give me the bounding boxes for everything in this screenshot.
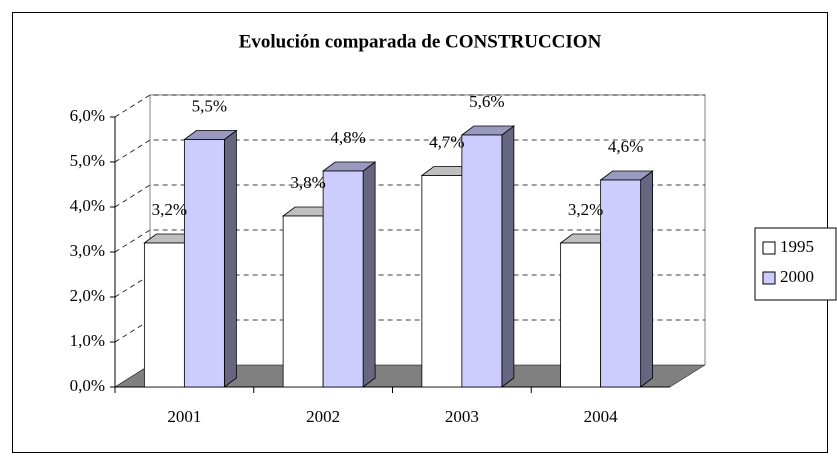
value-label: 3,8% <box>290 173 325 192</box>
x-tick-label: 2001 <box>167 407 201 426</box>
bar-side <box>223 129 237 388</box>
value-label: 4,8% <box>330 128 365 147</box>
y-tick-label: 5,0% <box>70 151 105 170</box>
bar <box>599 170 654 388</box>
bar <box>321 161 377 388</box>
grid-line <box>114 139 705 163</box>
bar-front <box>282 215 324 388</box>
grid-line <box>114 184 705 208</box>
bar-front <box>461 134 503 388</box>
legend-swatch <box>762 271 776 285</box>
bar-side <box>640 170 654 388</box>
bar-front <box>600 179 642 388</box>
value-label: 3,2% <box>152 200 187 219</box>
grid-line <box>114 229 705 253</box>
legend-swatch <box>762 241 776 255</box>
value-label: 5,5% <box>192 96 227 115</box>
y-tick-label: 3,0% <box>70 241 105 260</box>
value-label: 5,6% <box>469 92 504 111</box>
chart-title: Evolución comparada de CONSTRUCCION <box>239 31 602 52</box>
value-label: 4,6% <box>608 137 643 156</box>
bar-front <box>560 242 602 388</box>
x-tick-label: 2004 <box>584 407 619 426</box>
grid-line <box>114 94 705 118</box>
y-tick-label: 4,0% <box>70 196 105 215</box>
grid-line <box>114 274 705 298</box>
legend-box <box>754 227 837 301</box>
x-tick-label: 2003 <box>445 407 479 426</box>
bar-side <box>362 161 376 388</box>
bar-front <box>421 175 463 388</box>
value-label: 4,7% <box>429 132 464 151</box>
bar <box>460 125 516 388</box>
bar-front <box>143 242 185 388</box>
y-tick-label: 0,0% <box>70 376 105 395</box>
bar <box>183 129 238 388</box>
bar-front <box>183 139 225 388</box>
x-tick-label: 2002 <box>306 407 340 426</box>
bar-front <box>322 170 364 388</box>
bar-side <box>501 125 515 388</box>
y-tick-label: 1,0% <box>70 331 105 350</box>
legend-label: 2000 <box>780 267 814 286</box>
y-tick-label: 2,0% <box>70 286 105 305</box>
legend-label: 1995 <box>780 237 814 256</box>
grid-line <box>114 319 705 343</box>
y-tick-label: 6,0% <box>70 106 105 125</box>
value-label: 3,2% <box>568 200 603 219</box>
